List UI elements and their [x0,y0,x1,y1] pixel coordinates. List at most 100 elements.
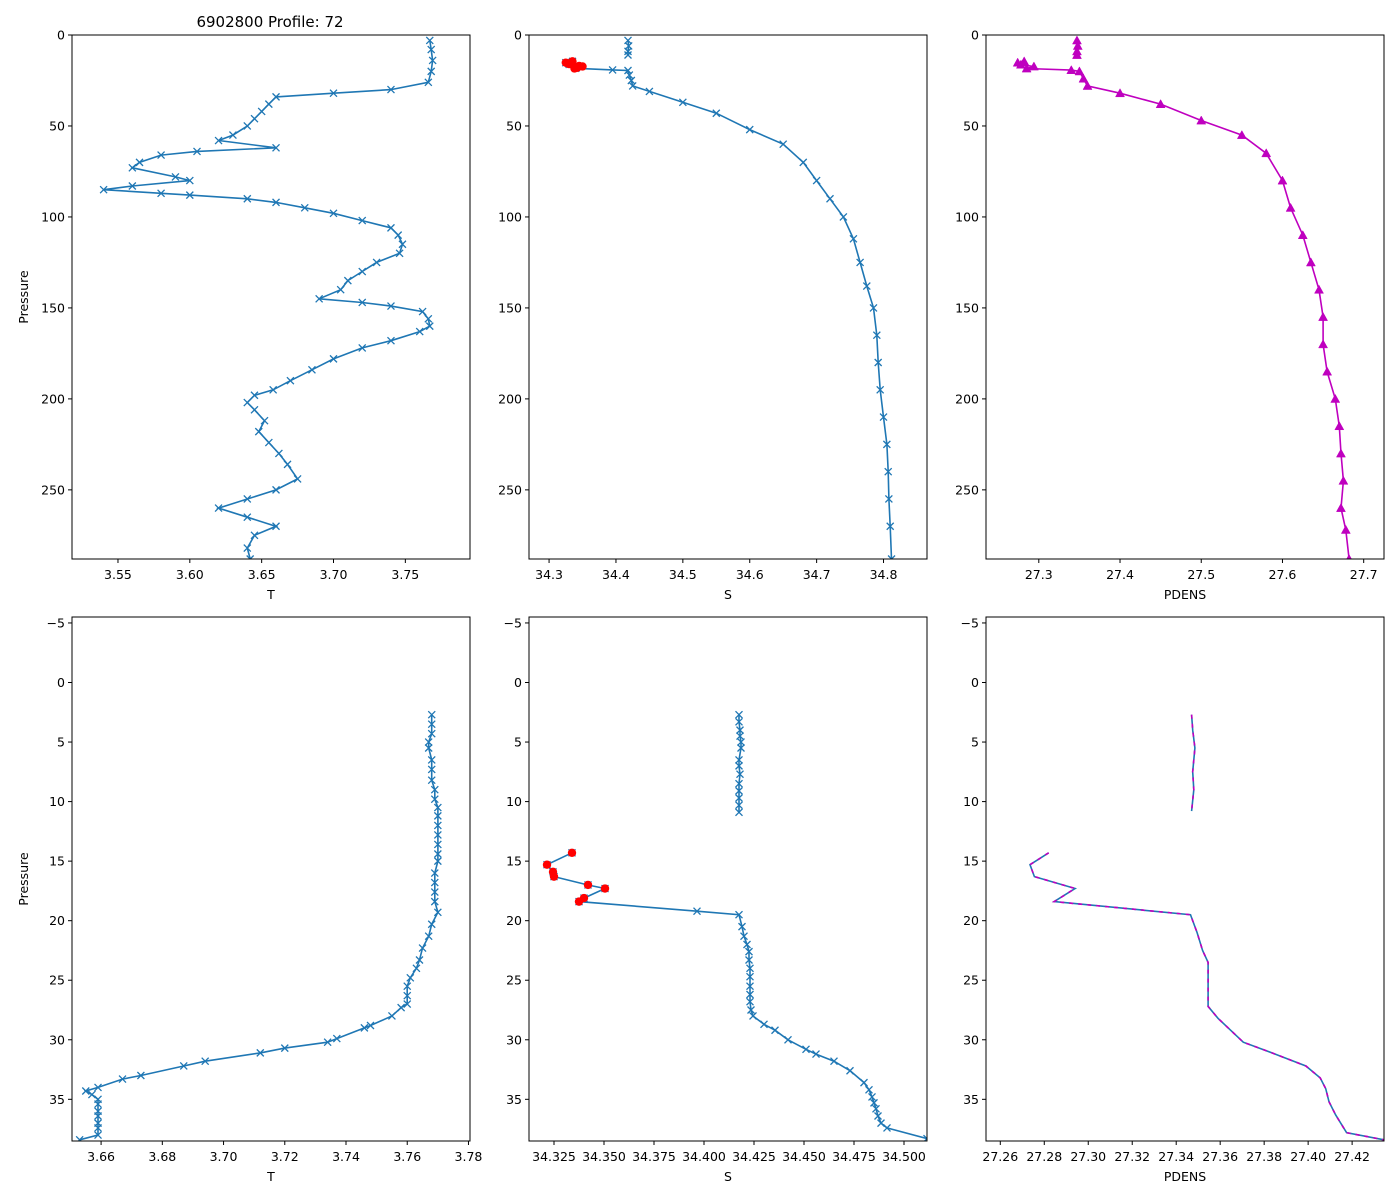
data-point [433,830,442,839]
data-point [433,850,442,858]
data-point [329,89,338,98]
plot-area [75,710,442,1141]
data-point [283,460,292,469]
y-tick-label: 0 [514,675,522,690]
plot-area [1012,35,1352,559]
data-point [118,1075,127,1084]
data-point [403,991,412,1000]
y-axis-label: Pressure [16,852,31,906]
data-point [839,212,848,221]
y-tick-label: 15 [49,854,65,869]
data-point [826,194,834,203]
y-tick-label: 35 [506,1092,522,1107]
data-point [743,940,751,949]
data-point [737,738,745,747]
data-point [872,1104,880,1113]
data-point [693,907,701,916]
data-point [849,234,858,243]
data-point [1338,475,1349,485]
data-point [879,413,888,422]
x-tick-label: 34.425 [732,1149,776,1164]
data-point [358,216,367,225]
data-point [243,122,252,130]
y-tick-label: 5 [971,735,979,750]
data-point [315,294,324,303]
data-point [735,779,743,788]
data-point [372,258,381,267]
data-point [193,147,201,156]
data-point [746,990,754,999]
flagged-point [583,880,593,890]
data-point [272,522,280,531]
data-point [802,1045,810,1054]
data-point [883,1123,891,1132]
data-point [425,322,434,331]
plot-area [1029,714,1384,1141]
data-point [243,544,252,553]
y-tick-label: 10 [49,794,65,809]
data-point [272,143,280,152]
y-tick-label: 0 [971,675,979,690]
y-tick-label: 20 [506,913,522,928]
data-point [1322,366,1333,376]
data-point [250,405,259,414]
flagged-point [542,860,552,869]
data-point [1028,61,1039,71]
data-point [424,78,433,87]
x-tick-label: 27.42 [1334,1149,1370,1164]
data-point [257,107,266,116]
x-tick-label: 34.375 [632,1149,676,1164]
data-point [94,1131,102,1140]
data-point [358,343,367,352]
data-point [307,365,316,374]
data-point [746,997,754,1006]
data-point [645,87,654,96]
data-point [427,710,436,719]
data-point [860,1078,868,1087]
data-point [260,416,269,425]
flagged-point [567,848,577,857]
data-point [1016,59,1026,69]
plot-area [99,36,437,559]
data-point [433,821,442,830]
x-tick-label: 3.68 [148,1149,176,1164]
data-point [387,223,395,232]
y-tick-label: 150 [955,300,979,315]
x-tick-label: 27.30 [1070,1149,1106,1164]
data-point [747,1006,755,1014]
data-point [228,131,237,140]
x-tick-label: 27.28 [1026,1149,1062,1164]
data-point [157,151,166,160]
x-tick-label: 27.6 [1269,567,1297,582]
data-point [740,932,748,941]
data-point [415,956,424,964]
panel-dens-zoom: 27.26 27.28 27.30 27.32 27.34 27.36 27.38 27.40… [961,615,1385,1184]
data-point [1305,257,1316,267]
data-point [735,801,743,810]
data-point [256,1048,265,1057]
data-point [433,857,442,866]
flagged-point [600,884,610,893]
series-line-overlay-0 [1190,714,1196,812]
data-point [254,427,263,436]
data-point [1314,284,1324,294]
data-point [387,1011,396,1020]
data-point [745,125,754,134]
data-point [736,770,744,779]
panel-temp-full: 3.55 3.60 3.65 3.70 3.75 0 50 100 150 200 250 T Pres… [16,28,471,602]
data-point [868,1092,876,1101]
data-point [746,964,754,973]
data-point [1072,49,1082,59]
data-point [418,307,427,316]
data-point [135,158,144,167]
data-point [412,964,421,973]
data-point [738,922,746,931]
data-point [427,920,436,929]
data-point [433,840,442,849]
x-axis-label: S [724,587,732,602]
data-point [735,794,743,802]
x-tick-label: 34.400 [682,1149,726,1164]
data-point [94,1123,102,1132]
y-tick-label: 10 [963,794,979,809]
data-point [387,336,395,345]
